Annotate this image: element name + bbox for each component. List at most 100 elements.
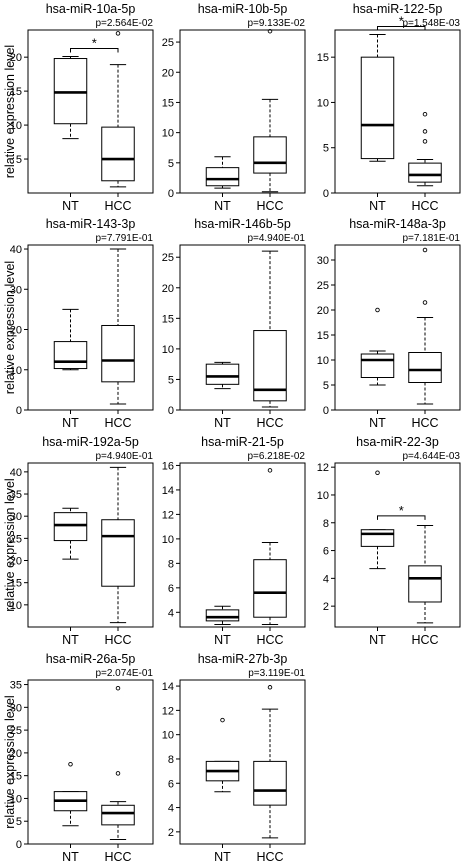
- y-axis-label: relative expression level: [3, 695, 17, 828]
- y-tick-label: 0: [168, 405, 174, 417]
- outlier-point: [375, 470, 380, 475]
- x-category-label: HCC: [104, 633, 131, 647]
- y-tick-label: 10: [10, 793, 22, 805]
- y-tick-label: 5: [168, 158, 174, 170]
- outlier-point: [68, 762, 73, 767]
- chart-panel-2: hsa-miR-10b-5p p=9.133E-02 0 5 10 15 20 25 NT HCC: [162, 2, 306, 213]
- outlier-point: [375, 307, 380, 313]
- plot-frame: [179, 29, 306, 194]
- y-tick-label: 10: [317, 97, 329, 109]
- box-iqr: [408, 352, 442, 383]
- y-tick-label: 25: [162, 252, 174, 264]
- x-category-label: NT: [369, 416, 386, 430]
- y-tick-label: 16: [162, 460, 174, 472]
- p-value-label: p=4.940E-01: [247, 233, 305, 244]
- chart-title: hsa-miR-10b-5p: [198, 2, 288, 16]
- chart-title: hsa-miR-10a-5p: [46, 2, 136, 16]
- x-category-label: NT: [369, 199, 386, 213]
- y-tick-label: 4: [168, 803, 174, 815]
- x-category-label: NT: [214, 199, 231, 213]
- y-tick-label: 10: [162, 534, 174, 546]
- chart-panel-3: hsa-miR-122-5p p=1.548E-03 0 5 10 15 NT HCC *: [317, 2, 461, 213]
- x-category-label: NT: [214, 633, 231, 647]
- chart-panel-7: hsa-miR-192a-5p p=4.940E-01 10 15 20 25 30 35 40…: [3, 435, 154, 647]
- outlier-point: [267, 685, 273, 690]
- y-tick-label: 5: [323, 143, 329, 155]
- chart-panel-1: hsa-miR-10a-5p p=2.564E-02 5 10 15 20 NT HCC * re…: [3, 2, 154, 213]
- box-iqr: [408, 565, 442, 603]
- x-category-label: HCC: [411, 199, 438, 213]
- y-tick-label: 20: [317, 305, 329, 317]
- x-category-label: HCC: [256, 850, 283, 864]
- x-category-label: NT: [214, 416, 231, 430]
- chart-title: hsa-miR-27b-3p: [198, 652, 288, 666]
- y-tick-label: 6: [168, 778, 174, 790]
- chart-panel-11: hsa-miR-27b-3p p=3.119E-01 2 4 6 8 10 12 14 NT HCC: [162, 652, 306, 864]
- y-tick-label: 30: [10, 511, 22, 523]
- y-tick-label: 2: [168, 827, 174, 839]
- box-iqr: [360, 56, 395, 160]
- y-tick-label: 20: [162, 283, 174, 295]
- y-tick-label: 20: [10, 556, 22, 568]
- plot-frame: [179, 244, 306, 411]
- y-tick-label: 12: [162, 509, 174, 521]
- x-category-label: HCC: [256, 416, 283, 430]
- x-category-label: HCC: [104, 416, 131, 430]
- y-tick-label: 8: [168, 754, 174, 766]
- y-tick-label: 25: [317, 280, 329, 292]
- y-tick-label: 8: [168, 558, 174, 570]
- outlier-point: [422, 129, 428, 134]
- y-tick-label: 25: [10, 533, 22, 545]
- plot-frame: [27, 462, 154, 628]
- p-value-label: p=2.074E-01: [95, 668, 153, 679]
- y-tick-label: 40: [10, 467, 22, 479]
- x-category-label: HCC: [256, 199, 283, 213]
- y-tick-label: 15: [10, 771, 22, 783]
- p-value-label: p=9.133E-02: [247, 18, 305, 29]
- chart-title: hsa-miR-26a-5p: [46, 652, 136, 666]
- box-iqr: [205, 167, 240, 187]
- y-tick-label: 14: [162, 681, 174, 693]
- y-tick-label: 12: [317, 462, 329, 474]
- y-tick-label: 5: [16, 816, 22, 828]
- y-tick-label: 4: [323, 573, 329, 585]
- x-category-label: HCC: [411, 633, 438, 647]
- y-tick-label: 10: [162, 128, 174, 140]
- box-iqr: [101, 804, 135, 826]
- y-tick-label: 30: [317, 255, 329, 267]
- chart-panel-4: hsa-miR-143-3p p=7.791E-01 0 10 20 30 40 NT HCC r…: [3, 217, 154, 430]
- chart-title: hsa-miR-21-5p: [201, 435, 284, 449]
- chart-title: hsa-miR-122-5p: [353, 2, 443, 16]
- box-iqr: [360, 529, 395, 547]
- y-tick-label: 20: [10, 748, 22, 760]
- plot-frame: [179, 462, 306, 628]
- y-tick-label: 15: [10, 578, 22, 590]
- chart-panel-8: hsa-miR-21-5p p=6.218E-02 4 6 8 10 12 14 16 NT HCC: [162, 435, 306, 647]
- y-tick-label: 0: [16, 405, 22, 417]
- chart-panel-5: hsa-miR-146b-5p p=4.940E-01 0 5 10 15 20 25 NT HC…: [162, 217, 306, 430]
- outlier-point: [115, 31, 121, 36]
- p-value-label: p=1.548E-03: [402, 18, 460, 29]
- y-tick-label: 10: [317, 490, 329, 502]
- y-tick-label: 20: [10, 325, 22, 337]
- box-iqr: [101, 126, 135, 182]
- x-category-label: HCC: [256, 633, 283, 647]
- y-tick-label: 0: [323, 188, 329, 200]
- x-category-label: NT: [62, 850, 79, 864]
- x-category-label: NT: [62, 199, 79, 213]
- significance-bracket: [70, 47, 119, 53]
- x-category-label: HCC: [104, 850, 131, 864]
- plot-frame: [334, 244, 461, 411]
- plot-frame: [179, 679, 306, 845]
- chart-title: hsa-miR-22-3p: [356, 435, 439, 449]
- y-tick-label: 8: [323, 518, 329, 530]
- outlier-point: [422, 111, 428, 117]
- y-tick-label: 40: [10, 244, 22, 256]
- outlier-point: [422, 247, 428, 253]
- box-iqr: [360, 353, 395, 378]
- chart-panel-6: hsa-miR-148a-3p p=7.181E-01 0 5 10 15 20 25 30 NT…: [317, 217, 461, 430]
- y-tick-label: 14: [162, 485, 174, 497]
- y-tick-label: 10: [317, 355, 329, 367]
- chart-title: hsa-miR-146b-5p: [194, 217, 291, 231]
